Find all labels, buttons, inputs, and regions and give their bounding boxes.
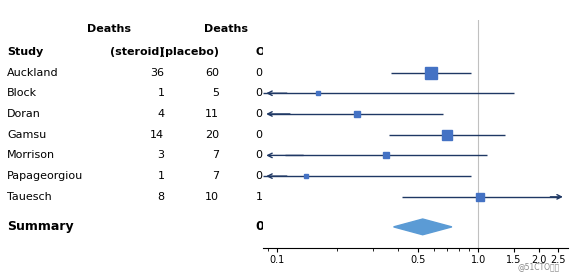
Text: (steroid): (steroid) [110,47,164,57]
Text: 8: 8 [158,192,164,202]
Text: 0.25: 0.25 [256,109,280,119]
Text: Papageorgiou: Papageorgiou [7,171,83,181]
Text: 0.14: 0.14 [256,171,280,181]
Text: 4: 4 [158,109,164,119]
Text: 1.02: 1.02 [256,192,280,202]
Text: Morrison: Morrison [7,150,55,160]
Polygon shape [394,219,452,235]
Text: 0.70: 0.70 [256,130,280,140]
Text: Deaths: Deaths [204,24,249,34]
Text: Study: Study [7,47,43,57]
Text: 60: 60 [205,67,219,78]
Text: 7: 7 [212,150,219,160]
Text: 5: 5 [212,88,219,98]
Text: 7: 7 [212,171,219,181]
Text: 0.58: 0.58 [256,67,280,78]
Text: 1: 1 [158,88,164,98]
Text: 0.16: 0.16 [256,88,280,98]
Text: (placebo): (placebo) [160,47,219,57]
Text: 3: 3 [158,150,164,160]
Text: 1: 1 [158,171,164,181]
Text: Summary: Summary [7,220,73,234]
Text: 10: 10 [205,192,219,202]
Text: OR: OR [256,47,273,57]
Text: Gamsu: Gamsu [7,130,46,140]
Text: Deaths: Deaths [87,24,131,34]
Text: 11: 11 [205,109,219,119]
Text: 0.35: 0.35 [256,150,280,160]
Text: 0.53: 0.53 [256,220,287,234]
Text: Auckland: Auckland [7,67,58,78]
Text: Tauesch: Tauesch [7,192,52,202]
Text: 20: 20 [205,130,219,140]
Text: 14: 14 [151,130,164,140]
Text: @51CTO博客: @51CTO博客 [518,263,560,272]
Text: 36: 36 [151,67,164,78]
Text: Block: Block [7,88,37,98]
Text: Doran: Doran [7,109,41,119]
